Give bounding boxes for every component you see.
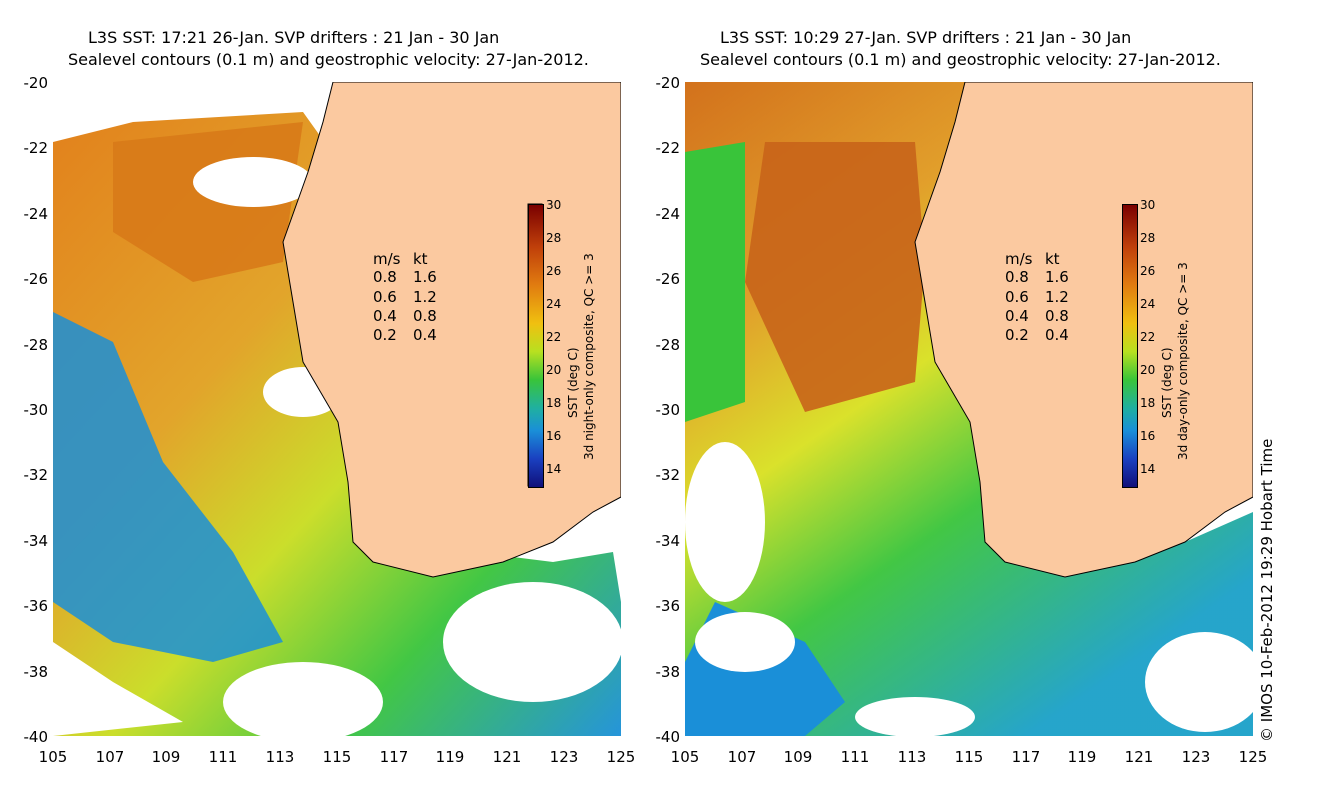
left-title-line2: Sealevel contours (0.1 m) and geostrophi… — [68, 50, 589, 69]
right-panel: L3S SST: 10:29 27-Jan. SVP drifters : 21… — [655, 28, 1268, 766]
left-colorbar-label-1: SST (deg C) — [566, 347, 580, 418]
right-title-line2: Sealevel contours (0.1 m) and geostrophi… — [700, 50, 1221, 69]
right-colorbar-label-1: SST (deg C) — [1160, 347, 1174, 418]
credit-text: © IMOS 10-Feb-2012 19:29 Hobart Time — [1258, 438, 1276, 742]
right-map — [685, 82, 1253, 736]
right-colorbar — [1122, 204, 1138, 488]
left-map — [53, 82, 621, 736]
right-colorbar-label-2: 3d day-only composite, QC >= 3 — [1176, 262, 1190, 460]
left-panel: L3S SST: 17:21 26-Jan. SVP drifters : 21… — [23, 28, 636, 766]
left-colorbar-label-2: 3d night-only composite, QC >= 3 — [582, 253, 596, 460]
left-title-line1: L3S SST: 17:21 26-Jan. SVP drifters : 21… — [88, 28, 500, 47]
left-colorbar — [528, 204, 544, 488]
right-title-line1: L3S SST: 10:29 27-Jan. SVP drifters : 21… — [720, 28, 1132, 47]
